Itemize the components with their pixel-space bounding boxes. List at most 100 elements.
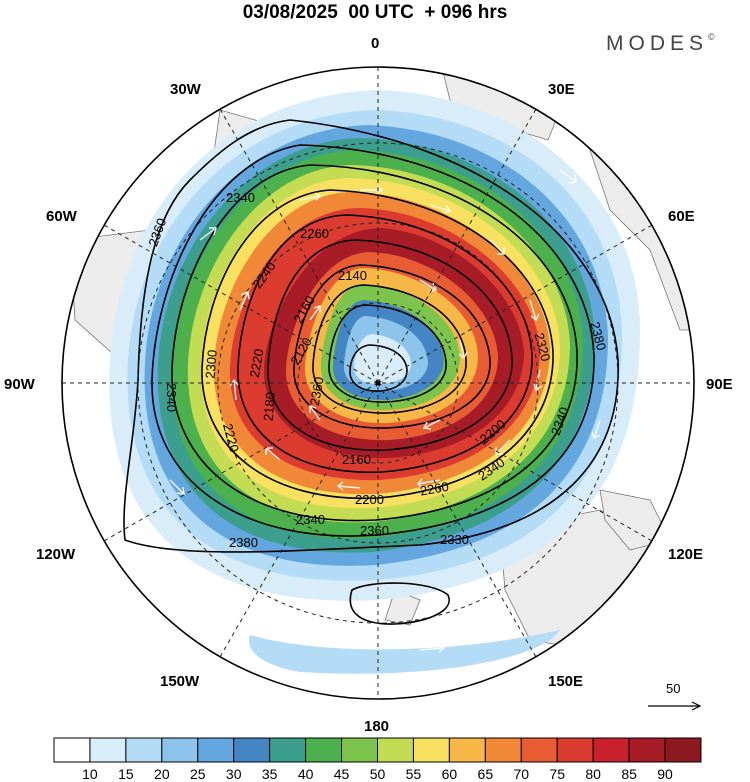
colorbar-label: 65: [478, 766, 494, 782]
wind-arrow: [417, 478, 441, 489]
reference-vector-label: 50: [666, 681, 680, 696]
lon-label-180: 180: [364, 718, 389, 735]
geopotential-contours: [123, 119, 619, 625]
lon-label-90e: 90E: [706, 376, 733, 393]
wind-arrow: [199, 227, 217, 241]
colorbar-swatch: [269, 737, 307, 763]
contour-2120: [349, 344, 408, 392]
brand-text: MODES: [606, 32, 709, 55]
contour-2260: [237, 214, 533, 473]
band-15-inner: [353, 334, 411, 385]
map-title: 03/08/2025 00 UTC + 096 hrs: [242, 2, 508, 23]
reference-vector-arrow: [648, 701, 702, 711]
wind-arrow: [429, 204, 452, 214]
lon-label-60w: 60W: [46, 208, 78, 225]
colorbar-label: 40: [298, 766, 314, 782]
colorbar-label: 70: [513, 766, 529, 782]
colorbar-label: 55: [406, 766, 422, 782]
contour-label: 2300: [202, 349, 219, 379]
colorbar-swatch: [161, 737, 199, 763]
wind-arrow: [309, 405, 321, 421]
colorbar-swatch: [448, 737, 486, 763]
land-new-zealand: [384, 589, 421, 626]
lon-label-120e: 120E: [668, 546, 703, 563]
colorbar-label: 80: [585, 766, 601, 782]
colorbar-swatch: [89, 737, 127, 763]
contour-label: 2140: [338, 268, 367, 283]
contour-label: 2340: [226, 190, 255, 205]
wind-arrow: [489, 239, 505, 255]
colorbar-label: 15: [118, 766, 134, 782]
wind-arrow: [336, 481, 361, 491]
colorbar-label: 50: [370, 766, 386, 782]
contour-label: 2260: [300, 226, 329, 241]
colorbar-label: 60: [442, 766, 458, 782]
colorbar-swatch: [305, 737, 343, 763]
lon-label-150e: 150E: [548, 673, 583, 690]
contour-label-group: 2140: [338, 268, 367, 283]
colorbar-swatch: [628, 737, 666, 763]
contour-label: 2330: [440, 532, 469, 547]
wind-arrow: [529, 299, 540, 322]
lon-label-60e: 60E: [668, 208, 695, 225]
contour-label: 2220: [247, 348, 267, 379]
copyright-mark: ©: [708, 32, 715, 42]
colorbar-swatch: [556, 737, 594, 763]
colorbar-label: 25: [190, 766, 206, 782]
colorbar-swatch: [53, 737, 91, 763]
colorbar-label: 10: [82, 766, 98, 782]
contour-2140: [328, 304, 447, 403]
contour-label: 2200: [355, 492, 384, 507]
colorbar-label: 85: [621, 766, 637, 782]
contour-closed-pacific: [349, 582, 450, 625]
wind-arrow: [458, 339, 468, 360]
contour-label: 2160: [342, 452, 371, 467]
lon-label-150w: 150W: [160, 673, 200, 690]
lon-label-90w: 90W: [4, 376, 36, 393]
wind-arrow: [422, 419, 441, 430]
colorbar-label: 90: [657, 766, 673, 782]
lon-label-0: 0: [371, 35, 379, 52]
contour-2360: [151, 144, 595, 537]
colorbar-swatch: [484, 737, 522, 763]
colorbar-label: 75: [549, 766, 565, 782]
lon-label-120w: 120W: [36, 546, 76, 563]
band-pacific-jet: [249, 630, 561, 674]
colorbar-label: 45: [334, 766, 350, 782]
colorbar-swatch: [125, 737, 163, 763]
wind-arrow: [299, 192, 322, 201]
contour-label: 2380: [587, 320, 609, 352]
wind-arrow: [591, 419, 601, 439]
colorbar-swatch: [233, 737, 271, 763]
map-border: [61, 66, 695, 700]
wind-arrow: [559, 169, 577, 184]
wind-arrow: [229, 378, 239, 401]
contour-label: 2380: [229, 535, 258, 550]
contour-2300: [201, 189, 554, 500]
lon-label-30e: 30E: [548, 81, 575, 98]
map-body: [62, 67, 694, 699]
contour-label: 2320: [532, 331, 554, 363]
colorbar-swatch: [592, 737, 630, 763]
contour-label: 2340: [296, 512, 325, 527]
contour-label: 2360: [307, 376, 327, 407]
colorbar-label: 30: [226, 766, 242, 782]
wind-arrow: [300, 635, 326, 645]
colorbar-label: 20: [154, 766, 170, 782]
wind-arrow: [169, 479, 185, 495]
contour-2160: [312, 284, 467, 414]
lon-label-30w: 30W: [170, 81, 202, 98]
colorbar-swatch: [520, 737, 558, 763]
colorbar-swatch: [377, 737, 414, 763]
colorbar-label: 35: [262, 766, 278, 782]
contour-label: 2360: [360, 523, 389, 538]
contour-label: 2260: [419, 479, 450, 499]
colorbar-swatch: [341, 737, 378, 763]
contour-label: 2180: [261, 392, 278, 422]
contour-2180: [293, 264, 491, 429]
contour-2340: [171, 164, 578, 522]
contour-label: 2340: [164, 383, 179, 412]
wind-arrow: [419, 644, 446, 653]
wind-arrow: [239, 290, 250, 311]
